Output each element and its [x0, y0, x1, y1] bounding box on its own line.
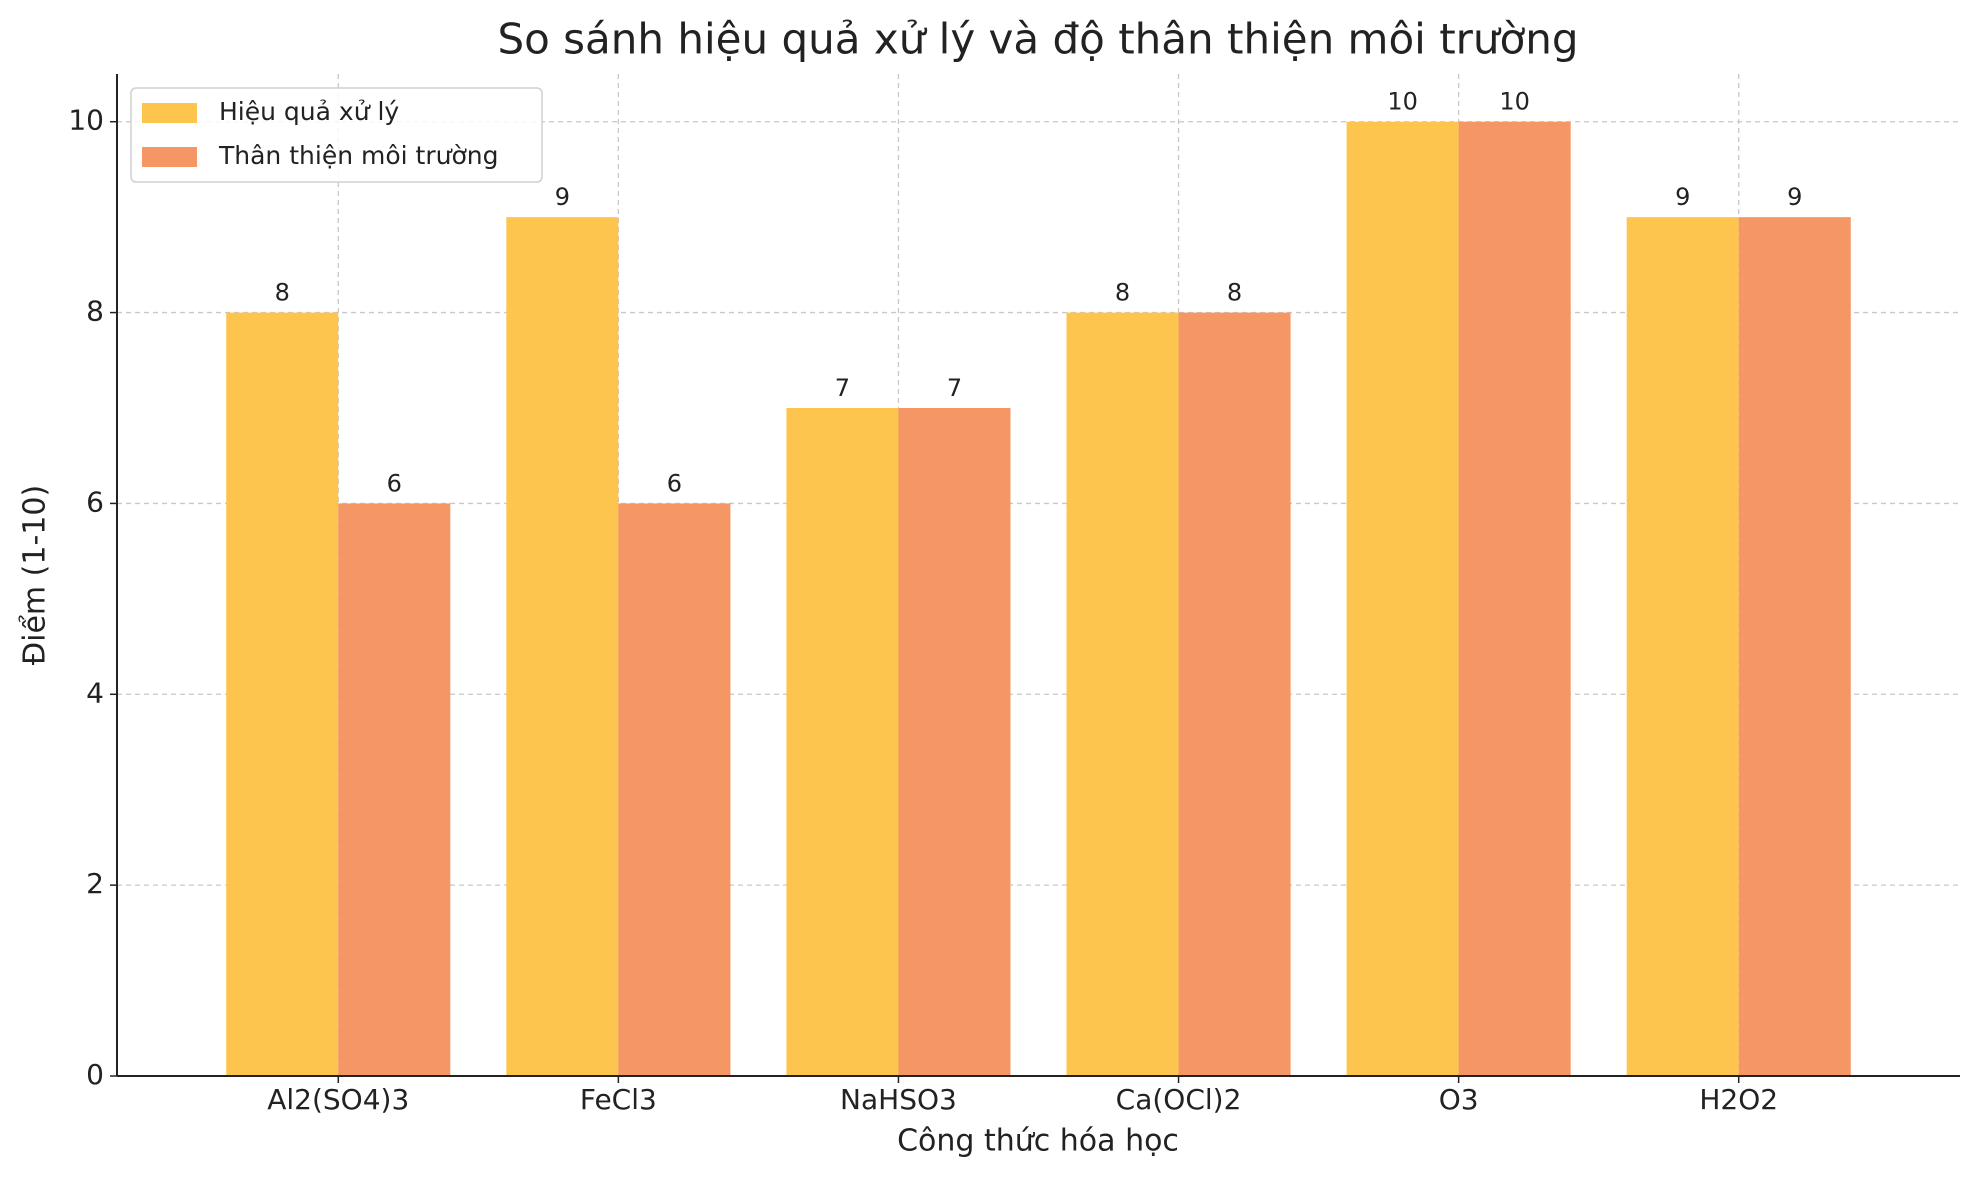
chart-title: So sánh hiệu quả xử lý và độ thân thiện …	[497, 15, 1578, 64]
bar	[618, 503, 731, 1076]
value-label: 7	[835, 374, 850, 402]
x-tick-label: O3	[1439, 1083, 1479, 1116]
value-label: 6	[387, 469, 402, 497]
value-label: 8	[1115, 279, 1130, 307]
bar	[506, 217, 619, 1077]
y-tick-label: 10	[68, 104, 104, 137]
y-tick-label: 8	[86, 295, 104, 328]
x-tick-label: FeCl3	[580, 1083, 657, 1116]
x-tick-label: H2O2	[1699, 1083, 1778, 1116]
bar	[1738, 217, 1851, 1077]
value-label: 8	[1227, 279, 1242, 307]
bar	[1178, 312, 1291, 1077]
value-label: 10	[1387, 88, 1418, 116]
y-tick-label: 4	[86, 676, 104, 709]
legend-label: Hiệu quả xử lý	[219, 97, 399, 126]
legend-label: Thân thiện môi trường	[218, 141, 498, 170]
x-axis-label: Công thức hóa học	[897, 1124, 1179, 1159]
bar	[1066, 312, 1179, 1077]
bar	[898, 408, 1011, 1076]
value-label: 9	[555, 183, 570, 211]
y-tick-label: 6	[86, 485, 104, 518]
value-label: 9	[1787, 183, 1802, 211]
bar	[1346, 121, 1459, 1076]
x-tick-label: NaHSO3	[840, 1083, 957, 1116]
bar	[1458, 121, 1571, 1076]
bar	[786, 408, 899, 1076]
y-tick-label: 0	[86, 1058, 104, 1091]
value-label: 9	[1675, 183, 1690, 211]
legend-swatch	[142, 103, 197, 123]
value-label: 6	[667, 469, 682, 497]
bar	[226, 312, 339, 1077]
x-tick-label: Ca(OCl)2	[1116, 1083, 1242, 1116]
bar	[1626, 217, 1739, 1077]
legend-swatch	[142, 147, 197, 167]
y-tick-label: 2	[86, 867, 104, 900]
legend-box	[130, 87, 543, 183]
value-label: 7	[947, 374, 962, 402]
x-tick-label: Al2(SO4)3	[267, 1083, 409, 1116]
bar	[338, 503, 451, 1076]
value-label: 10	[1499, 88, 1530, 116]
y-axis-label: Điểm (1-10)	[17, 485, 53, 665]
value-label: 8	[275, 279, 290, 307]
legend: Hiệu quả xử lý Thân thiện môi trường	[130, 87, 543, 183]
